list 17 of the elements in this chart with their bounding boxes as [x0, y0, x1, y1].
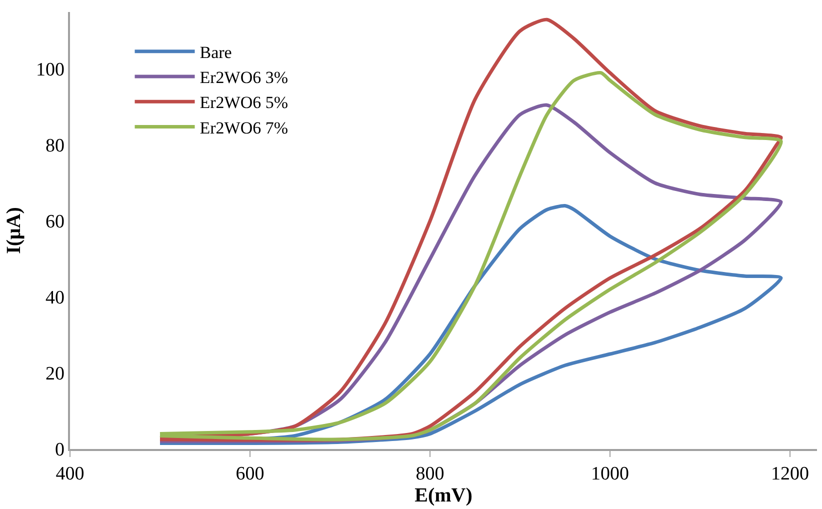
x-axis-title: E(mV): [414, 484, 472, 507]
y-tick-label: 40: [45, 288, 64, 309]
x-tick-label: 400: [56, 464, 84, 485]
y-tick-label: 20: [45, 364, 64, 385]
legend-label: Bare: [200, 43, 232, 62]
x-tick-label: 1200: [771, 464, 809, 485]
x-tick-label: 800: [416, 464, 444, 485]
legend-label: Er2WO6 3%: [200, 68, 288, 88]
legend-label: Er2WO6 5%: [200, 93, 288, 112]
legend-label: Er2WO6 7%: [200, 118, 288, 138]
y-tick-label: 100: [36, 60, 64, 81]
y-tick-label: 80: [45, 136, 64, 157]
y-tick-label: 0: [54, 440, 64, 461]
y-axis-title: I(μA): [2, 207, 25, 254]
x-tick-label: 600: [236, 464, 264, 485]
y-tick-label: 60: [45, 212, 64, 233]
x-tick-label: 1000: [591, 464, 629, 485]
